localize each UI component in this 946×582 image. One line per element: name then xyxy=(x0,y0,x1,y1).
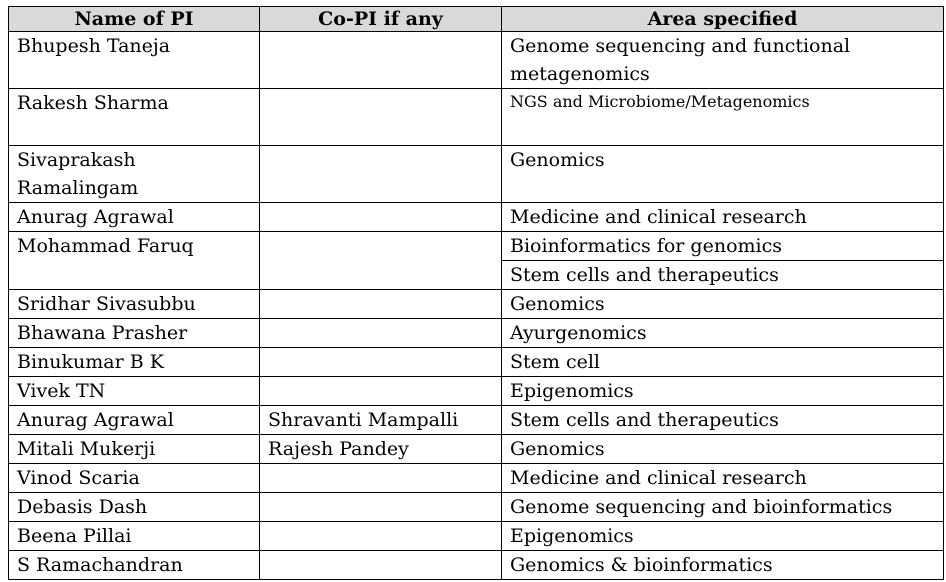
pi-name-cell: Beena Pillai xyxy=(8,521,260,551)
table-row: Stem cells and therapeutics xyxy=(9,260,944,290)
pi-name-cell: Binukumar B K xyxy=(8,347,260,377)
table-row: Vinod Scaria Medicine and clinical resea… xyxy=(8,463,944,493)
area-cell: Genomics & bioinformatics xyxy=(501,550,944,580)
header-area-specified: Area specified xyxy=(501,6,944,32)
area-cell: Stem cells and therapeutics xyxy=(501,260,944,290)
area-cell: Bioinformatics for genomics xyxy=(501,231,944,261)
table-row: Anurag Agrawal Shravanti Mampalli Stem c… xyxy=(8,405,944,435)
co-pi-cell xyxy=(259,463,502,493)
pi-name-cell: Mohammad Faruq xyxy=(8,231,260,290)
pi-name-cell: Vivek TN xyxy=(8,376,260,406)
pi-name-cell: Bhawana Prasher xyxy=(8,318,260,348)
area-cell: Genome sequencing and bioinformatics xyxy=(501,492,944,522)
pi-name-cell: Vinod Scaria xyxy=(8,463,260,493)
table-row: Vivek TN Epigenomics xyxy=(8,376,944,406)
pi-name-cell: Mitali Mukerji xyxy=(8,434,260,464)
area-cell: Stem cell xyxy=(501,347,944,377)
pi-name-cell: Anurag Agrawal xyxy=(8,202,260,232)
co-pi-cell xyxy=(259,145,502,203)
area-cell: Medicine and clinical research xyxy=(501,463,944,493)
table-row: S Ramachandran Genomics & bioinformatics xyxy=(8,550,944,580)
pi-table: Name of PI Co-PI if any Area specified B… xyxy=(8,6,944,580)
area-cell: Genomics xyxy=(501,434,944,464)
pi-name-cell: Bhupesh Taneja xyxy=(8,31,260,89)
co-pi-cell xyxy=(259,88,502,146)
co-pi-cell xyxy=(259,289,502,319)
table-row: Sivaprakash Ramalingam Genomics xyxy=(8,145,944,203)
header-row: Name of PI Co-PI if any Area specified xyxy=(8,6,944,32)
header-name-of-pi: Name of PI xyxy=(8,6,260,32)
co-pi-cell xyxy=(259,202,502,232)
co-pi-cell xyxy=(259,550,502,580)
co-pi-cell xyxy=(259,318,502,348)
table-row: Rakesh Sharma NGS and Microbiome/Metagen… xyxy=(8,88,944,146)
table-row: Binukumar B K Stem cell xyxy=(8,347,944,377)
co-pi-cell xyxy=(259,231,502,290)
area-cell: Genomics xyxy=(501,145,944,203)
area-cell: Genomics xyxy=(501,289,944,319)
pi-name-cell: Sridhar Sivasubbu xyxy=(8,289,260,319)
co-pi-cell xyxy=(259,521,502,551)
co-pi-cell xyxy=(259,347,502,377)
co-pi-cell: Rajesh Pandey xyxy=(259,434,502,464)
table-row: Bhupesh Taneja Genome sequencing and fun… xyxy=(8,31,944,89)
pi-name-cell: S Ramachandran xyxy=(8,550,260,580)
co-pi-cell xyxy=(259,376,502,406)
area-cell: Epigenomics xyxy=(501,376,944,406)
table-row: Debasis Dash Genome sequencing and bioin… xyxy=(8,492,944,522)
area-cell: NGS and Microbiome/Metagenomics xyxy=(501,88,944,146)
area-cell: Medicine and clinical research xyxy=(501,202,944,232)
header-co-pi: Co-PI if any xyxy=(259,6,502,32)
pi-name-cell: Debasis Dash xyxy=(8,492,260,522)
pi-name-cell: Sivaprakash Ramalingam xyxy=(8,145,260,203)
table-row: Beena Pillai Epigenomics xyxy=(8,521,944,551)
table-row: Mitali Mukerji Rajesh Pandey Genomics xyxy=(8,434,944,464)
pi-name-cell: Rakesh Sharma xyxy=(8,88,260,146)
pi-name-cell: Anurag Agrawal xyxy=(8,405,260,435)
co-pi-cell xyxy=(259,492,502,522)
co-pi-cell: Shravanti Mampalli xyxy=(259,405,502,435)
table-row: Anurag Agrawal Medicine and clinical res… xyxy=(8,202,944,232)
area-cell: Epigenomics xyxy=(501,521,944,551)
table-row: Sridhar Sivasubbu Genomics xyxy=(8,289,944,319)
area-cell: Stem cells and therapeutics xyxy=(501,405,944,435)
area-cell: Ayurgenomics xyxy=(501,318,944,348)
area-cell: Genome sequencing and functional metagen… xyxy=(501,31,944,89)
table-row: Bhawana Prasher Ayurgenomics xyxy=(8,318,944,348)
co-pi-cell xyxy=(259,31,502,89)
table-row: Mohammad Faruq Bioinformatics for genomi… xyxy=(8,231,944,290)
